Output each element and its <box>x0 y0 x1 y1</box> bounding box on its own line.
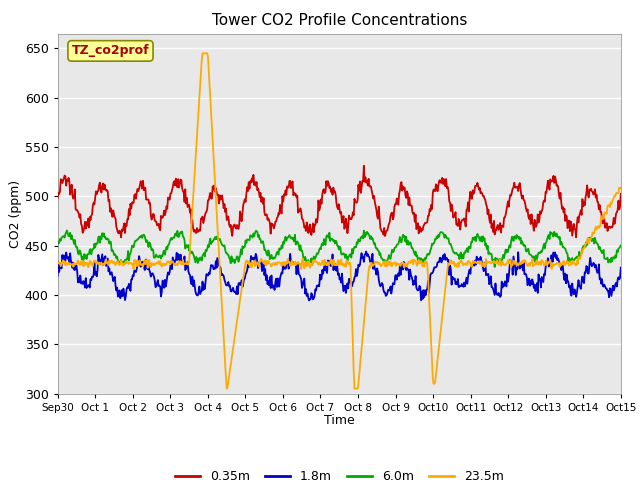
Legend: 0.35m, 1.8m, 6.0m, 23.5m: 0.35m, 1.8m, 6.0m, 23.5m <box>170 465 509 480</box>
Text: TZ_co2prof: TZ_co2prof <box>72 44 149 58</box>
X-axis label: Time: Time <box>324 414 355 427</box>
Y-axis label: CO2 (ppm): CO2 (ppm) <box>9 180 22 248</box>
Title: Tower CO2 Profile Concentrations: Tower CO2 Profile Concentrations <box>211 13 467 28</box>
